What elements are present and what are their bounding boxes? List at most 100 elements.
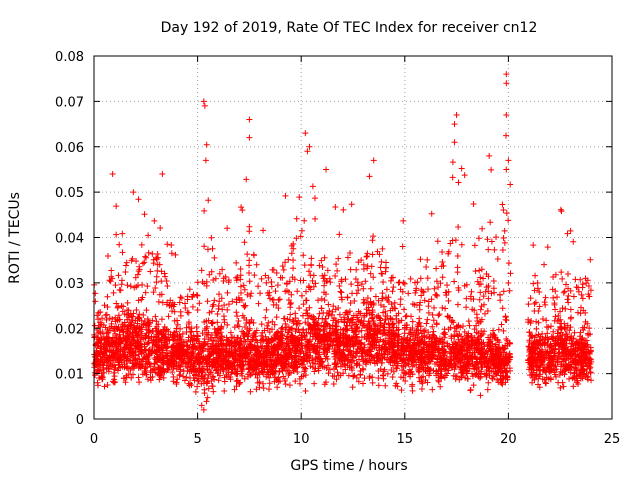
data-point (196, 300, 203, 307)
data-point (362, 278, 369, 285)
data-point (133, 283, 140, 290)
data-point (176, 299, 183, 306)
data-point (439, 304, 446, 311)
data-point (161, 270, 168, 277)
data-point (262, 333, 269, 340)
data-point (231, 386, 238, 393)
data-point (244, 291, 251, 298)
data-point (552, 313, 559, 320)
data-point (248, 290, 255, 297)
data-point (532, 332, 539, 339)
data-point (559, 275, 566, 282)
data-point (397, 301, 404, 308)
data-point (177, 294, 184, 301)
data-point (208, 234, 215, 241)
data-point (208, 308, 215, 315)
data-point (372, 293, 379, 300)
data-point (221, 388, 228, 395)
data-point (363, 253, 370, 260)
data-point (571, 329, 578, 336)
data-point (361, 341, 368, 348)
data-point (162, 273, 169, 280)
data-point (337, 288, 344, 295)
data-point (436, 311, 443, 318)
data-point (91, 322, 98, 329)
data-point (246, 257, 253, 264)
data-point (255, 283, 262, 290)
data-point (500, 327, 507, 334)
data-point (225, 301, 232, 308)
data-point (439, 274, 446, 281)
data-point (469, 373, 476, 380)
data-point (542, 379, 549, 386)
data-point (113, 300, 120, 307)
data-point (443, 292, 450, 299)
data-point (334, 267, 341, 274)
data-point (455, 224, 462, 231)
data-point (375, 382, 382, 389)
data-point (575, 288, 582, 295)
data-point (271, 378, 278, 385)
data-point (558, 269, 565, 276)
data-point (434, 238, 441, 245)
data-point (476, 375, 483, 382)
data-point (147, 268, 154, 275)
data-point (505, 217, 512, 224)
data-point (566, 375, 573, 382)
data-point (169, 369, 176, 376)
data-point (324, 267, 331, 274)
data-point (424, 275, 431, 282)
data-point (135, 297, 142, 304)
data-point (302, 388, 309, 395)
data-point (541, 299, 548, 306)
data-point (444, 282, 451, 289)
data-point (123, 259, 130, 266)
data-point (309, 277, 316, 284)
data-point (154, 267, 161, 274)
data-point (442, 289, 449, 296)
data-point (168, 250, 175, 257)
data-point (275, 305, 282, 312)
data-point (308, 255, 315, 262)
data-point (311, 195, 318, 202)
data-point (542, 294, 549, 301)
data-point (429, 311, 436, 318)
data-point (96, 375, 103, 382)
data-point (350, 373, 357, 380)
data-point (564, 271, 571, 278)
data-point (251, 272, 258, 279)
data-point (335, 255, 342, 262)
data-point (198, 267, 205, 274)
chart-title: Day 192 of 2019, Rate Of TEC Index for r… (161, 20, 538, 36)
data-point (136, 311, 143, 318)
data-point (574, 309, 581, 316)
data-point (241, 375, 248, 382)
data-point (542, 301, 549, 308)
data-point (135, 314, 142, 321)
data-point (360, 380, 367, 387)
data-point (238, 204, 245, 211)
data-point (228, 369, 235, 376)
data-point (377, 302, 384, 309)
data-point (417, 256, 424, 263)
data-point (358, 327, 365, 334)
data-point (124, 282, 131, 289)
data-point (246, 270, 253, 277)
data-points (91, 71, 595, 413)
data-point (383, 286, 390, 293)
data-point (489, 375, 496, 382)
data-point (501, 227, 508, 234)
data-point (246, 223, 253, 230)
data-point (301, 217, 308, 224)
data-point (379, 270, 386, 277)
data-point (506, 287, 513, 294)
data-point (153, 273, 160, 280)
data-point (485, 288, 492, 295)
data-point (557, 316, 564, 323)
data-point (435, 312, 442, 319)
data-point (347, 266, 354, 273)
data-point (237, 290, 244, 297)
data-point (321, 282, 328, 289)
data-point (160, 374, 167, 381)
data-point (255, 300, 262, 307)
